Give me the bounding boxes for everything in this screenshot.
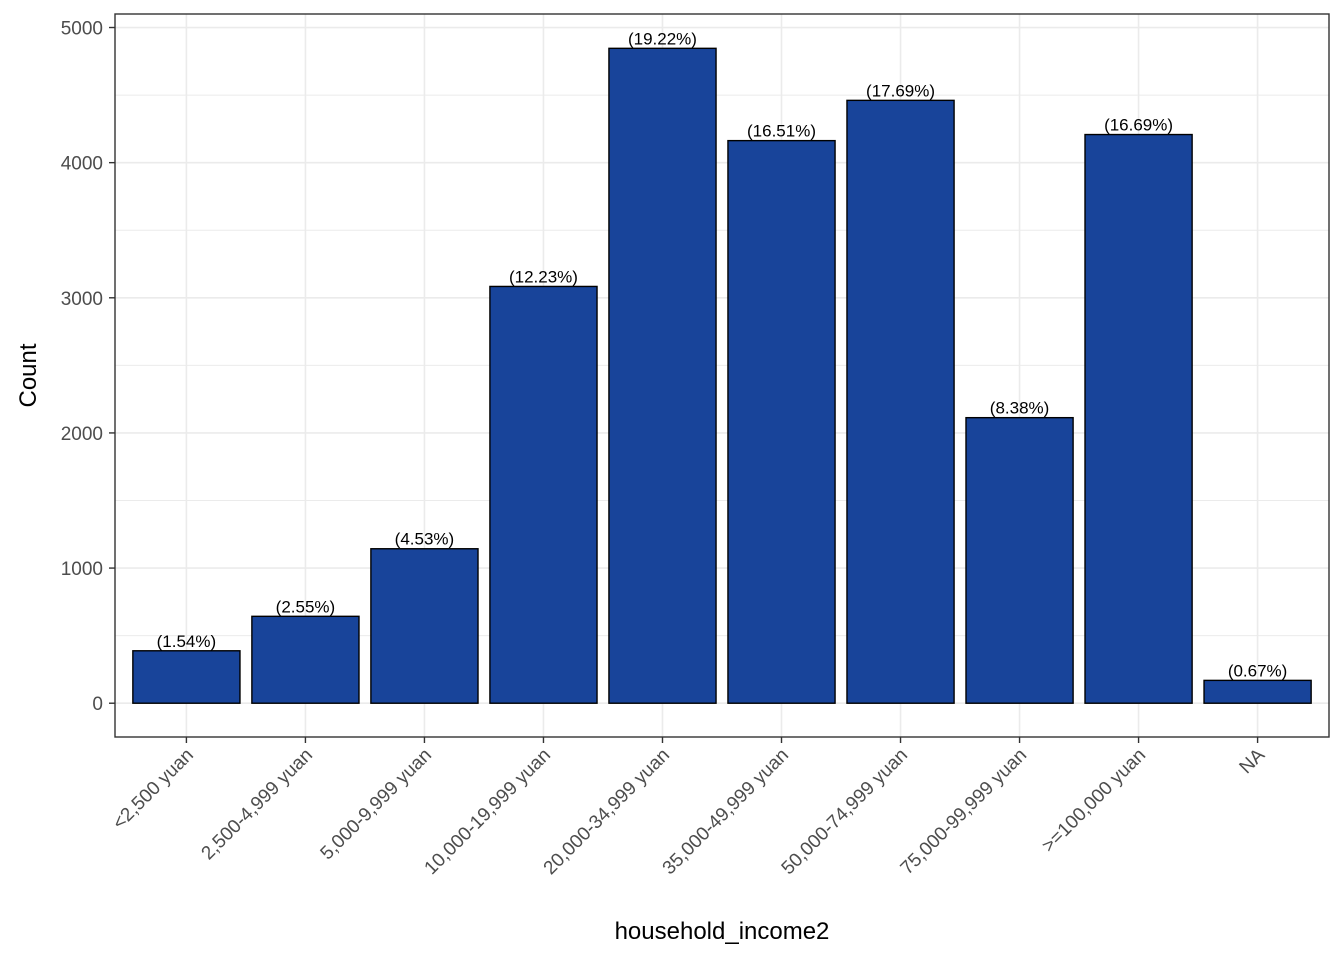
data-label: (17.69%) <box>866 81 935 100</box>
x-tick-label: 20,000-34,999 yuan <box>540 745 674 879</box>
data-label: (16.69%) <box>1104 116 1173 135</box>
y-axis-title: Count <box>15 343 42 407</box>
x-tick-label: 75,000-99,999 yuan <box>897 745 1031 879</box>
bar <box>608 47 717 704</box>
y-tick-label: 1000 <box>61 559 103 580</box>
bar <box>489 285 598 704</box>
x-tick-label: 50,000-74,999 yuan <box>778 745 912 879</box>
data-label: (0.67%) <box>1228 661 1288 680</box>
data-label: (4.53%) <box>395 530 455 549</box>
data-label: (19.22%) <box>628 29 697 48</box>
y-tick-label: 0 <box>92 694 103 715</box>
data-labels: (1.54%) (2.55%) (4.53%) (12.23%) (19.22%) (16… <box>157 29 1288 680</box>
data-label: (8.38%) <box>990 399 1050 418</box>
bar <box>965 416 1074 704</box>
x-tick-label: NA <box>1236 744 1270 778</box>
y-axis: 0 1000 2000 3000 4000 5000 <box>61 19 115 715</box>
data-label: (2.55%) <box>276 597 336 616</box>
bar <box>132 650 241 704</box>
x-tick-label: 35,000-49,999 yuan <box>659 745 793 879</box>
bar <box>1084 133 1193 704</box>
x-axis: <2,500 yuan 2,500-4,999 yuan 5,000-9,999 y… <box>109 737 1270 879</box>
y-tick-label: 5000 <box>61 19 103 40</box>
x-tick-label: 5,000-9,999 yuan <box>317 745 436 864</box>
bar <box>1203 679 1312 704</box>
data-label: (1.54%) <box>157 632 217 651</box>
y-tick-label: 4000 <box>61 154 103 175</box>
x-tick-label: 2,500-4,999 yuan <box>198 745 317 864</box>
x-axis-title: household_income2 <box>615 918 830 945</box>
y-tick-label: 2000 <box>61 424 103 445</box>
bar <box>370 548 479 704</box>
x-tick-label: >=100,000 yuan <box>1038 745 1150 857</box>
panel-border <box>114 13 1330 738</box>
y-tick-label: 3000 <box>61 289 103 310</box>
bar <box>727 139 836 704</box>
data-label: (12.23%) <box>509 267 578 286</box>
x-tick-label: <2,500 yuan <box>109 745 198 834</box>
bar <box>846 99 955 704</box>
bars <box>132 47 1312 704</box>
data-label: (16.51%) <box>747 122 816 141</box>
x-tick-label: 10,000-19,999 yuan <box>421 745 555 879</box>
bar <box>251 615 360 704</box>
